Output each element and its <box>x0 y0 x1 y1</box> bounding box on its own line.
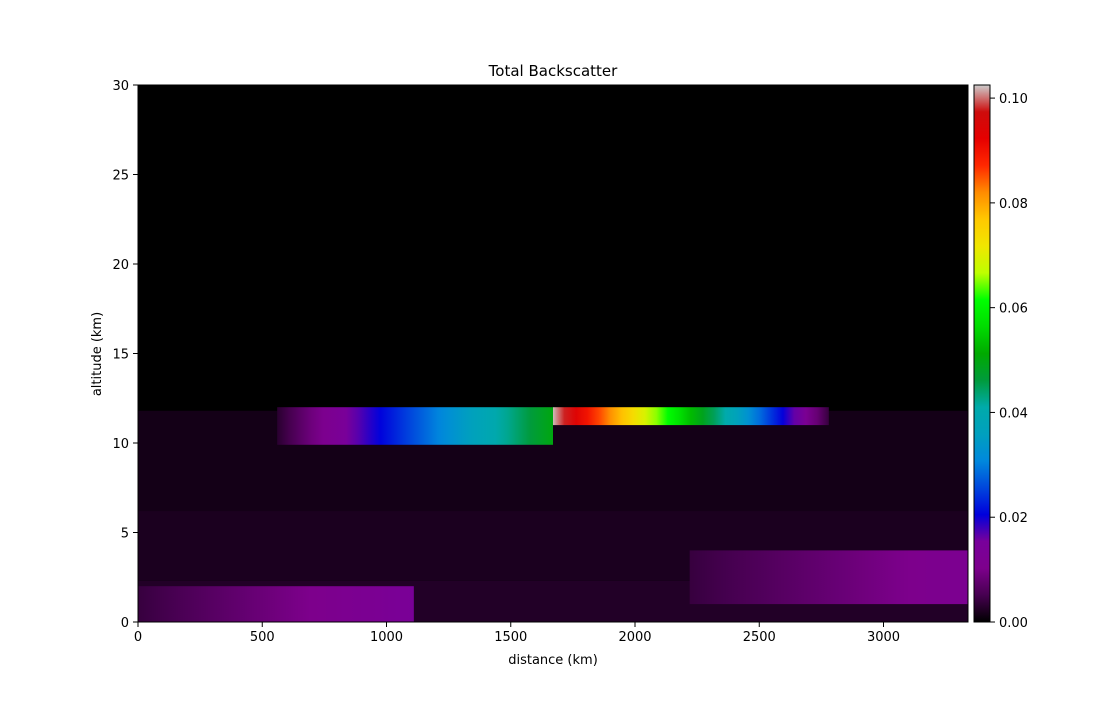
y-tick-label: 0 <box>121 616 129 631</box>
y-axis: 0 5 10 15 20 25 30 <box>112 79 138 631</box>
y-tick-label: 10 <box>112 437 129 452</box>
x-tick-label: 0 <box>134 630 142 645</box>
colorbar-tick-label: 0.00 <box>999 616 1028 631</box>
x-tick-label: 1500 <box>494 630 527 645</box>
x-tick-label: 3000 <box>867 630 900 645</box>
y-tick-label: 5 <box>121 527 129 542</box>
heatmap-cell-cloud-east <box>553 407 829 426</box>
plot-area <box>137 84 969 623</box>
colorbar-tick-label: 0.08 <box>999 197 1028 212</box>
chart-title: Total Backscatter <box>488 62 618 80</box>
x-tick-label: 2000 <box>618 630 651 645</box>
colorbar-tick-label: 0.02 <box>999 511 1028 526</box>
x-tick-label: 500 <box>250 630 275 645</box>
y-tick-label: 25 <box>112 169 129 184</box>
y-tick-label: 20 <box>112 258 129 273</box>
colorbar-tick-label: 0.10 <box>999 92 1028 107</box>
heatmap-cell-cloud-west <box>277 407 553 445</box>
colorbar-tick-label: 0.04 <box>999 406 1028 421</box>
y-tick-label: 30 <box>112 79 129 94</box>
colorbar-gradient <box>973 84 991 623</box>
heatmap-cell-aerosol-low-east <box>689 550 968 605</box>
x-tick-label: 2500 <box>743 630 776 645</box>
y-axis-label: altitude (km) <box>90 312 105 396</box>
colorbar: 0.00 0.02 0.04 0.06 0.08 0.10 <box>973 84 1028 631</box>
x-axis-label: distance (km) <box>508 653 598 668</box>
x-axis: 0 500 1000 1500 2000 2500 3000 <box>134 622 900 645</box>
colorbar-tick-label: 0.06 <box>999 302 1028 317</box>
x-tick-label: 1000 <box>370 630 403 645</box>
heatmap-cell-aerosol-low-west <box>138 586 414 622</box>
y-tick-label: 15 <box>112 348 129 363</box>
